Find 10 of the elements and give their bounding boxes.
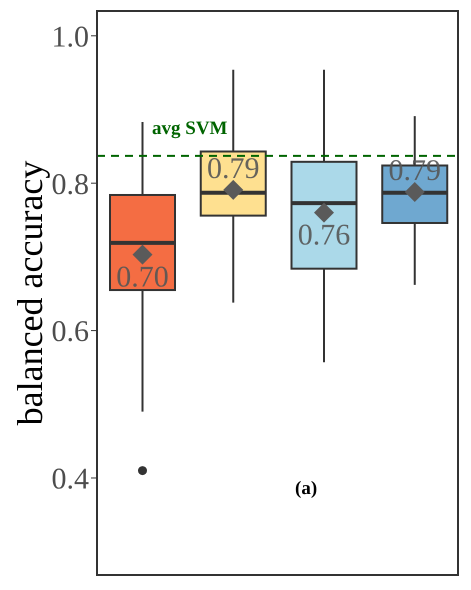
y-tick-label: 0.4 [52, 462, 89, 496]
text: 0.70 [116, 260, 169, 294]
y-tick-label: 1.0 [52, 20, 89, 54]
annotation: (a) [295, 478, 318, 500]
ref-line-label: avg SVM [152, 118, 228, 139]
y-tick-label: 0.6 [52, 315, 89, 348]
y-tick-label: 0.8 [52, 168, 89, 201]
text: 0.76 [298, 218, 350, 252]
y-axis-title: balanced accuracy [10, 160, 50, 426]
text: 0.79 [207, 152, 260, 185]
